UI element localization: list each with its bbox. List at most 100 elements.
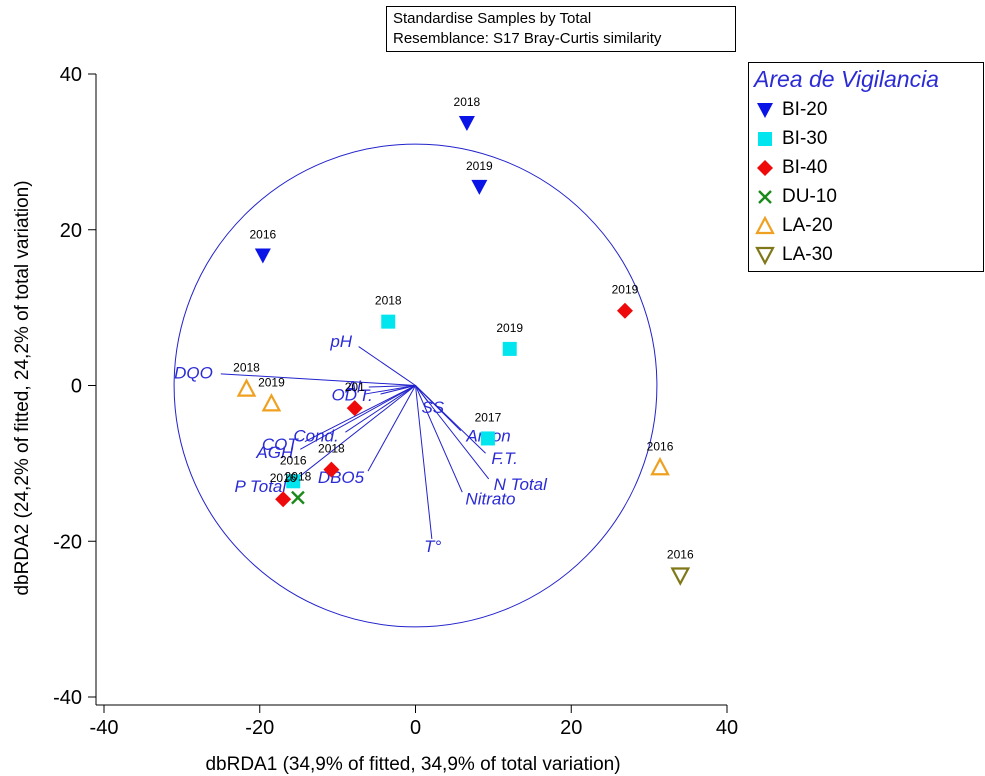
point-year-label: 2017 [475, 410, 502, 424]
legend-marker-shape [757, 159, 773, 176]
header-line-1: Standardise Samples by Total [393, 10, 592, 27]
legend-label: DU-10 [782, 185, 837, 207]
vector-label: N Total [494, 475, 548, 494]
vector-line [415, 385, 463, 493]
vector-label: COT [262, 435, 300, 454]
point-year-label: 2016 [647, 439, 674, 453]
point-bi-40 [275, 491, 292, 508]
vector-line [220, 373, 416, 386]
vector-label: T. [359, 386, 373, 405]
point-la-20 [236, 378, 257, 397]
vector-label: Al [345, 377, 362, 396]
point-year-label: 2018 [233, 361, 260, 375]
point-year-label: 2018 [375, 294, 402, 308]
point-bi-40 [346, 400, 363, 417]
legend-marker-la-20 [755, 215, 775, 234]
legend-marker-du-10 [758, 189, 772, 204]
point-year-label: 2019 [258, 375, 285, 389]
point-year-label: 201 [345, 380, 365, 394]
point-year-label: 2018 [454, 95, 481, 109]
legend-label: BI-40 [782, 156, 828, 178]
y-axis-title: dbRDA2 (24,2% of fitted, 24,2% of total … [12, 180, 33, 595]
y-tick-label: -40 [53, 687, 82, 709]
point-year-label: 2016 [250, 227, 277, 241]
correlation-circle-layer [173, 143, 658, 628]
vector-line [304, 385, 416, 443]
point-du-10 [291, 490, 305, 505]
y-tick-label: 0 [71, 376, 82, 398]
legend-label: LA-20 [782, 214, 833, 236]
vector-label: AGH [255, 443, 294, 462]
vector-line [380, 385, 416, 395]
x-tick-label: 20 [560, 717, 582, 739]
legend-marker-la-30 [755, 246, 775, 265]
vector-line [368, 385, 416, 388]
point-year-label: 2018 [318, 442, 345, 456]
legend-label: BI-30 [782, 127, 828, 149]
point-year-label: 2016 [270, 471, 297, 485]
y-tick-label: 20 [60, 220, 82, 242]
point-year-label: 2019 [496, 321, 523, 335]
point-year-label: 2016 [667, 548, 694, 562]
vector-label: T° [424, 537, 441, 556]
x-tick-label: 40 [716, 717, 738, 739]
point-bi-20 [471, 179, 488, 195]
x-marker-stroke [758, 189, 772, 204]
vector-line [292, 385, 416, 483]
vector-line [367, 385, 416, 472]
legend-items: BI-20 BI-30 BI-40 DU-10 LA-20 LA-30 [754, 95, 978, 269]
legend-label: LA-30 [782, 243, 833, 265]
point-bi-30 [480, 431, 495, 446]
point-la-20 [650, 456, 670, 476]
y-tick-label: -20 [53, 531, 82, 553]
point-bi-40 [323, 461, 340, 478]
y-tick-label: 40 [60, 64, 82, 86]
x-tick-label: -20 [245, 717, 274, 739]
x-tick-label: 0 [410, 717, 421, 739]
legend-item-du-10: DU-10 [754, 182, 978, 211]
x-axis-title: dbRDA1 (34,9% of fitted, 34,9% of total … [205, 754, 620, 775]
point-la-20 [261, 393, 282, 412]
legend-marker-bi-40 [757, 159, 773, 176]
legend-marker-shape [755, 246, 775, 265]
legend-item-bi-20: BI-20 [754, 95, 978, 124]
legend-item-la-20: LA-20 [754, 211, 978, 240]
point-year-label: 2016 [280, 453, 307, 467]
point-year-label: 2018 [285, 470, 312, 484]
vector-line [358, 346, 416, 386]
header-line-2: Resemblance: S17 Bray-Curtis similarity [393, 30, 662, 47]
legend-item-la-30: LA-30 [754, 240, 978, 269]
point-la-30 [670, 567, 691, 586]
vector-label: P Total [234, 477, 287, 496]
legend-item-bi-30: BI-30 [754, 124, 978, 153]
point-bi-40 [616, 302, 633, 319]
vector-label: DQO [174, 363, 213, 382]
legend: Area de Vigilancia BI-20 BI-30 BI-40 DU-10 L… [748, 62, 984, 272]
point-year-label: 2019 [466, 159, 493, 173]
correlation-circle [173, 143, 658, 628]
vector-line [415, 385, 486, 454]
chart-header-box: Standardise Samples by Total Resemblance… [386, 6, 736, 52]
point-year-label: 2019 [612, 283, 639, 297]
vector-label: pH [329, 332, 352, 351]
point-layer: 2018201920162018201920172016201920120182… [233, 95, 694, 586]
legend-marker-shape [757, 102, 773, 118]
legend-marker-bi-30 [758, 131, 772, 146]
vector-line [415, 385, 490, 480]
vector-label: Nitrato [465, 490, 515, 509]
legend-marker-shape [755, 215, 775, 234]
legend-marker-bi-20 [757, 102, 773, 118]
legend-marker-shape [758, 189, 772, 204]
point-bi-20 [254, 248, 271, 264]
legend-marker-shape [758, 131, 772, 146]
legend-label: BI-20 [782, 98, 828, 120]
vector-line [364, 385, 416, 395]
legend-item-bi-40: BI-40 [754, 153, 978, 182]
x-tick-label: -40 [90, 717, 119, 739]
vector-label: OD [331, 385, 357, 404]
point-bi-30 [286, 474, 301, 489]
vector-line [415, 385, 433, 539]
point-bi-30 [502, 341, 517, 356]
